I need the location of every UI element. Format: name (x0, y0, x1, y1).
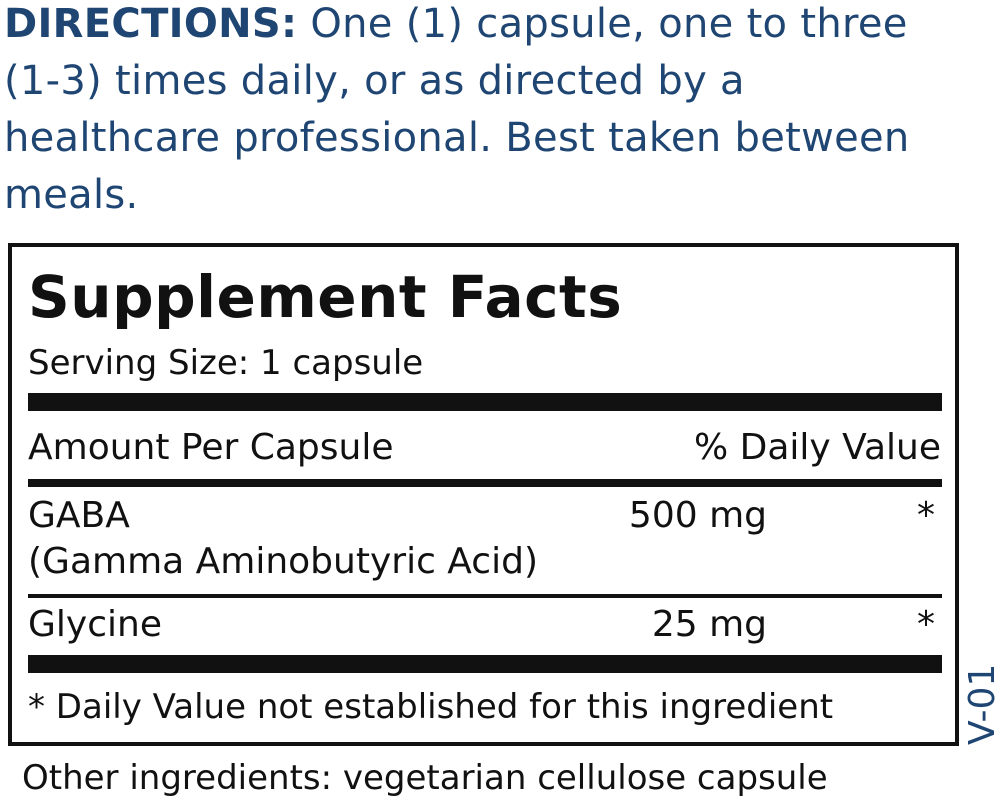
header-daily-value: % Daily Value (693, 427, 941, 468)
ingredient-dv: * (917, 604, 935, 645)
directions-text: One (1) capsule, one to three (1-3) time… (4, 1, 910, 218)
serving-size: Serving Size: 1 capsule (28, 343, 424, 383)
divider (28, 479, 942, 487)
panel-title: Supplement Facts (28, 263, 623, 331)
version-code: V-01 (962, 663, 1000, 745)
ingredient-subname: (Gamma Aminobutyric Acid) (28, 541, 538, 582)
ingredient-name: GABA (28, 495, 130, 536)
ingredient-amount: 25 mg (651, 604, 767, 645)
ingredient-name: Glycine (28, 604, 162, 645)
thick-divider (28, 393, 942, 411)
ingredient-amount: 500 mg (628, 495, 767, 536)
ingredient-dv: * (917, 495, 935, 536)
other-ingredients: Other ingredients: vegetarian cellulose … (22, 758, 828, 798)
divider (28, 594, 942, 598)
footnote: * Daily Value not established for this i… (28, 687, 834, 727)
supplement-facts-panel: Supplement Facts Serving Size: 1 capsule… (8, 243, 959, 746)
header-amount: Amount Per Capsule (28, 427, 394, 468)
directions: DIRECTIONS: One (1) capsule, one to thre… (4, 0, 964, 224)
thick-divider (28, 655, 942, 673)
directions-label: DIRECTIONS: (4, 1, 298, 47)
